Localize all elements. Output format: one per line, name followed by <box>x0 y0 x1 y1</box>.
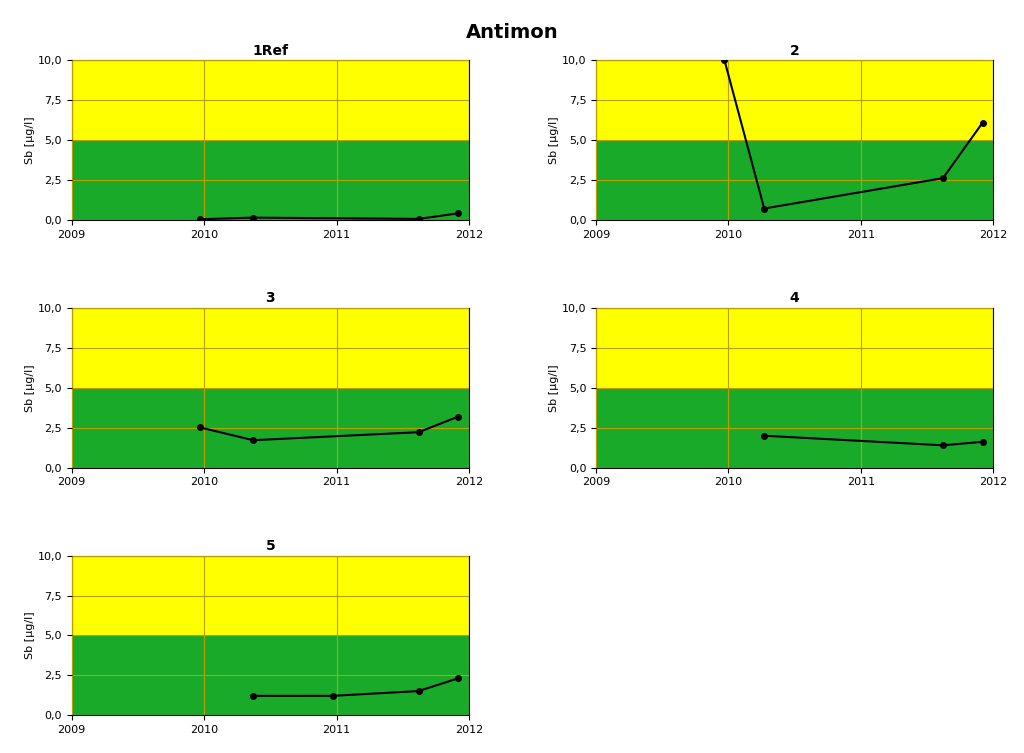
Title: 4: 4 <box>790 291 800 306</box>
Title: 1Ref: 1Ref <box>252 44 289 58</box>
Bar <box>596 60 993 140</box>
Title: 3: 3 <box>265 291 275 306</box>
Bar <box>72 140 469 220</box>
Bar <box>596 308 993 388</box>
Y-axis label: Sb [µg/l]: Sb [µg/l] <box>25 611 35 660</box>
Bar <box>72 388 469 468</box>
Y-axis label: Sb [µg/l]: Sb [µg/l] <box>25 364 35 412</box>
Y-axis label: Sb [µg/l]: Sb [µg/l] <box>25 116 35 164</box>
Bar <box>72 308 469 388</box>
Bar <box>596 140 993 220</box>
Bar <box>596 388 993 468</box>
Y-axis label: Sb [µg/l]: Sb [µg/l] <box>549 364 559 412</box>
Text: Antimon: Antimon <box>466 23 558 41</box>
Title: 5: 5 <box>265 539 275 553</box>
Bar <box>72 556 469 636</box>
Title: 2: 2 <box>790 44 800 58</box>
Bar <box>72 636 469 715</box>
Y-axis label: Sb [µg/l]: Sb [µg/l] <box>549 116 559 164</box>
Bar <box>72 60 469 140</box>
